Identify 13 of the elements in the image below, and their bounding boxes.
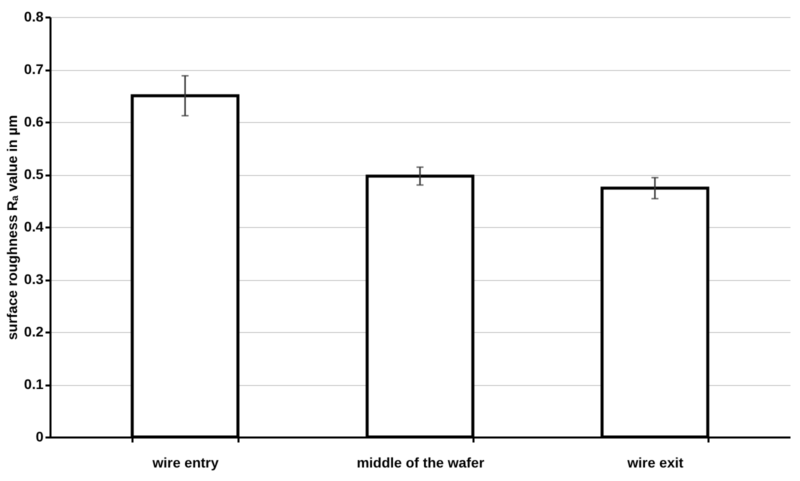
x-tick-label: wire entry [152,454,219,470]
x-tick-label: middle of the wafer [356,454,485,470]
y-axis-title: surface roughness Rₐ value in µm [4,115,20,340]
y-tick-label: 0.6 [24,114,44,130]
y-tick-label: 0.4 [24,218,44,234]
y-tick-label: 0.7 [24,61,44,77]
y-tick-label: 0 [36,428,44,444]
y-tick-label: 0.8 [24,8,44,24]
x-tick-label: wire exit [626,454,684,470]
y-tick-label: 0.5 [24,166,44,182]
y-tick-label: 0.3 [24,271,44,287]
y-tick-label: 0.1 [24,376,44,392]
y-tick-label: 0.2 [24,324,44,340]
